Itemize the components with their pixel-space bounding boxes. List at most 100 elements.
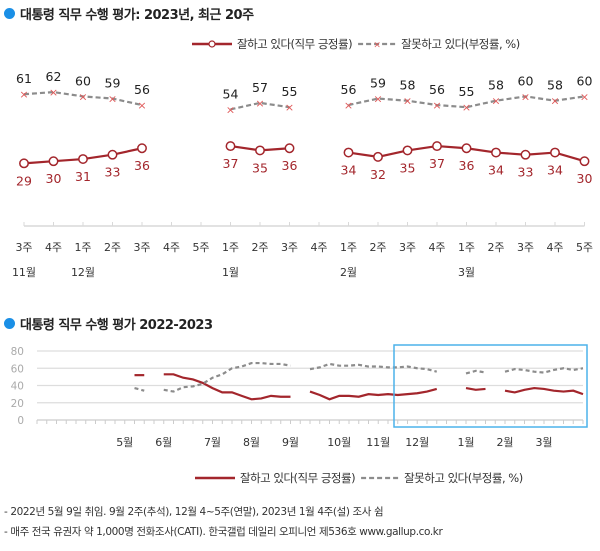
x-week-label: 2주 [369,241,386,254]
approve-data-label: 30 [46,171,62,186]
x-month-label: 6월 [155,436,172,449]
disapprove-point: × [49,86,58,99]
disapprove-data-label: 60 [577,73,593,88]
x-week-label: 2주 [104,241,121,254]
disapprove-data-label: 54 [223,86,239,101]
x-week-label: 4주 [546,241,563,254]
x-week-label: 1주 [458,241,475,254]
x-month-label: 11월 [366,436,390,449]
disapprove-point: × [226,103,235,116]
disapprove-series-line [163,361,291,393]
disapprove-series-line [504,367,584,374]
x-week-label: 4주 [310,241,327,254]
disapprove-data-label: 57 [252,80,268,95]
x-month-label: 3월 [458,266,475,279]
x-month-label: 2월 [496,436,513,449]
x-month-label: 5월 [116,436,133,449]
x-week-label: 4주 [45,241,62,254]
footnote-1: - 2022년 5월 9일 취임. 9월 2주(추석), 12월 4~5주(연말… [4,506,384,518]
title-dot-icon [4,318,15,329]
x-month-label: 8월 [243,436,260,449]
legend-disapprove-marker: × [373,41,381,51]
disapprove-series-line [465,369,486,375]
approve-point [432,141,442,152]
x-month-label: 10월 [327,436,351,449]
disapprove-point: × [344,99,353,112]
x-week-label: 3주 [399,241,416,254]
legend-disapprove-label: 잘못하고 있다(부정률, %) [404,471,523,485]
x-month-label: 12월 [71,266,95,279]
approve-point [78,154,88,164]
approve-data-label: 30 [577,171,593,186]
recent-20-weeks-chart: 잘하고 있다(직무 긍정률) × 잘못하고 있다(부정률, %) 3주 4주 1주 2주 3주… [12,37,593,279]
approve-point [579,156,590,167]
approve-series-line [309,387,438,401]
x-month-label: 7월 [204,436,221,449]
disapprove-point: × [78,90,87,103]
x-week-label: 3주 [133,241,150,254]
disapprove-point: × [550,95,559,108]
disapprove-data-label: 60 [518,73,534,88]
approve-point [491,147,501,158]
approve-point [284,143,295,154]
approve-data-label: 35 [400,160,416,175]
disapprove-series-line [309,362,438,373]
legend-approve-label: 잘하고 있다(직무 긍정률) [237,37,352,51]
approve-point [402,145,413,156]
footnote-2: - 매주 전국 유권자 약 1,000명 전화조사(CATI). 한국갤럽 데일… [4,526,443,538]
disapprove-data-label: 59 [370,76,386,91]
approve-point [343,147,354,158]
disapprove-point: × [19,88,28,101]
disapprove-point: × [432,99,441,112]
disapprove-data-label: 58 [488,78,504,93]
x-week-label: 2주 [487,241,504,254]
recent-20-weeks-highlight-box [393,344,588,428]
approve-point [520,149,531,160]
disapprove-data-label: 59 [105,76,121,91]
disapprove-point: × [137,99,146,112]
disapprove-point: × [491,95,500,108]
approve-point [255,145,265,156]
disapprove-data-label: 60 [75,73,91,88]
y-tick-label: 20 [11,398,24,410]
disapprove-data-label: 56 [341,82,357,97]
approve-data-label: 37 [429,156,445,171]
disapprove-point: × [373,93,382,106]
approve-data-label: 36 [282,158,298,173]
chart-title-recent: 대통령 직무 수행 평가: 2023년, 최근 20주 [4,4,254,23]
x-week-label: 2주 [251,241,268,254]
approve-data-label: 37 [223,156,239,171]
approve-point [107,149,118,160]
x-week-label: 5주 [576,241,593,254]
chart-title-longterm: 대통령 직무 수행 평가 2022-2023 [4,314,213,333]
approve-data-label: 33 [105,165,121,180]
x-month-label: 3월 [535,436,552,449]
disapprove-series-line [230,101,290,111]
x-week-label: 1주 [222,241,239,254]
x-week-label: 5주 [192,241,209,254]
disapprove-data-label: 56 [429,82,445,97]
approve-point [461,143,472,154]
disapprove-point: × [255,97,264,110]
disapprove-point: × [285,101,294,114]
disapprove-series-line [134,387,145,392]
approve-data-label: 34 [547,163,563,178]
approve-point [373,151,383,162]
approve-point [48,156,59,167]
approve-data-label: 35 [252,160,268,175]
y-tick-label: 0 [17,415,24,427]
x-week-label: 4주 [428,241,445,254]
x-month-label: 9월 [282,436,299,449]
disapprove-series-line [348,95,585,109]
approve-data-label: 32 [370,167,386,182]
approve-data-label: 29 [16,173,32,188]
chart-title-text: 대통령 직무 수행 평가 2022-2023 [20,318,213,333]
approve-point [550,147,560,158]
disapprove-point: × [521,90,530,103]
approve-data-label: 33 [518,165,534,180]
approve-data-label: 31 [75,169,91,184]
approve-data-label: 34 [341,163,357,178]
x-week-label: 3주 [281,241,298,254]
disapprove-data-label: 58 [400,78,416,93]
disapprove-data-label: 55 [282,84,298,99]
